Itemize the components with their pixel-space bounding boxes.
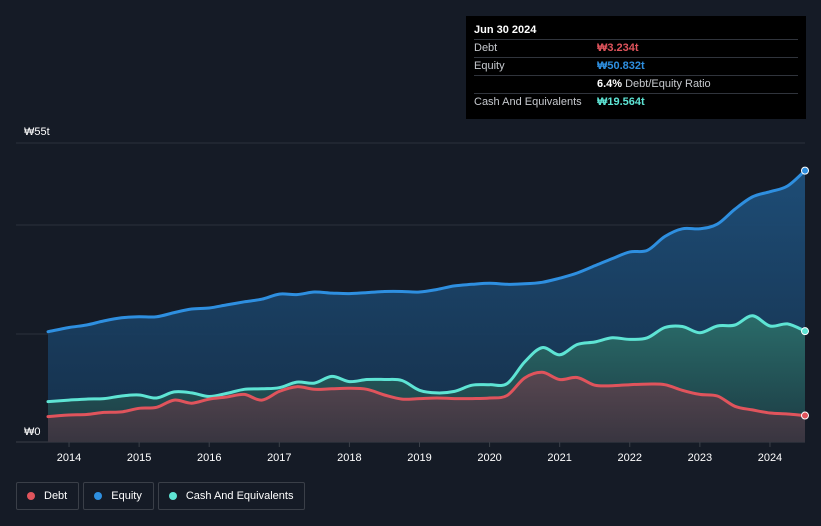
legend-label: Equity bbox=[111, 490, 142, 502]
tooltip-panel: Jun 30 2024 Debt ₩3.234t Equity ₩50.832t… bbox=[466, 16, 806, 119]
x-tick-label: 2017 bbox=[267, 452, 291, 464]
tooltip-ratio-caption: Debt/Equity Ratio bbox=[625, 78, 711, 90]
series-areas bbox=[48, 170, 805, 442]
line-debt bbox=[46, 370, 807, 419]
legend-dot-icon bbox=[168, 492, 177, 500]
legend-label: Debt bbox=[44, 490, 68, 502]
x-axis: 2014 2015 2016 2017 2018 2019 2020 2021 2022 2023… bbox=[57, 442, 782, 464]
x-tick-label: 2023 bbox=[688, 452, 712, 464]
legend-dot-icon bbox=[27, 492, 35, 500]
end-markers bbox=[801, 166, 809, 420]
line-equity bbox=[46, 169, 807, 334]
x-tick-label: 2014 bbox=[57, 452, 81, 464]
legend-label: Cash And Equivalents bbox=[185, 490, 294, 502]
x-tick-label: 2019 bbox=[407, 452, 431, 464]
tooltip-row-ratio: 6.4% Debt/Equity Ratio bbox=[474, 75, 798, 93]
x-tick-label: 2021 bbox=[547, 452, 571, 464]
legend-item-cash[interactable]: Cash And Equivalents bbox=[157, 482, 306, 510]
area-debt bbox=[48, 372, 805, 442]
end-marker-equity bbox=[801, 166, 809, 175]
legend-item-debt[interactable]: Debt bbox=[16, 482, 80, 510]
y-tick-label: ₩0 bbox=[24, 426, 41, 438]
tooltip-value: ₩3.234t bbox=[597, 42, 639, 54]
x-tick-label: 2015 bbox=[127, 452, 151, 464]
tooltip-label bbox=[474, 76, 597, 93]
x-tick-label: 2020 bbox=[477, 452, 501, 464]
tooltip-row-cash: Cash And Equivalents ₩19.564t bbox=[474, 93, 798, 111]
legend-dot-icon bbox=[94, 492, 103, 500]
tooltip-row-equity: Equity ₩50.832t bbox=[474, 57, 798, 75]
legend-item-equity[interactable]: Equity bbox=[83, 482, 154, 510]
end-marker-cash-and-equivalents bbox=[801, 327, 809, 336]
x-tick-label: 2024 bbox=[758, 452, 782, 464]
legend: Debt Equity Cash And Equivalents bbox=[16, 482, 306, 510]
tooltip-label: Cash And Equivalents bbox=[474, 96, 582, 108]
tooltip-value: ₩19.564t bbox=[597, 96, 645, 108]
end-marker-debt bbox=[801, 411, 809, 420]
y-tick-label: ₩55t bbox=[24, 126, 50, 138]
tooltip-value: ₩50.832t bbox=[597, 60, 645, 72]
tooltip-row-debt: Debt ₩3.234t bbox=[474, 39, 798, 57]
x-tick-label: 2016 bbox=[197, 452, 221, 464]
tooltip-date: Jun 30 2024 bbox=[474, 24, 537, 36]
x-tick-label: 2018 bbox=[337, 452, 361, 464]
line-cash-and-equivalents bbox=[46, 314, 807, 404]
series-lines bbox=[46, 169, 807, 419]
x-tick-label: 2022 bbox=[618, 452, 642, 464]
y-axis: ₩55t ₩0 bbox=[24, 126, 50, 438]
tooltip-label: Equity bbox=[474, 60, 505, 72]
tooltip-value: 6.4% bbox=[597, 78, 623, 90]
tooltip-label: Debt bbox=[474, 42, 498, 54]
